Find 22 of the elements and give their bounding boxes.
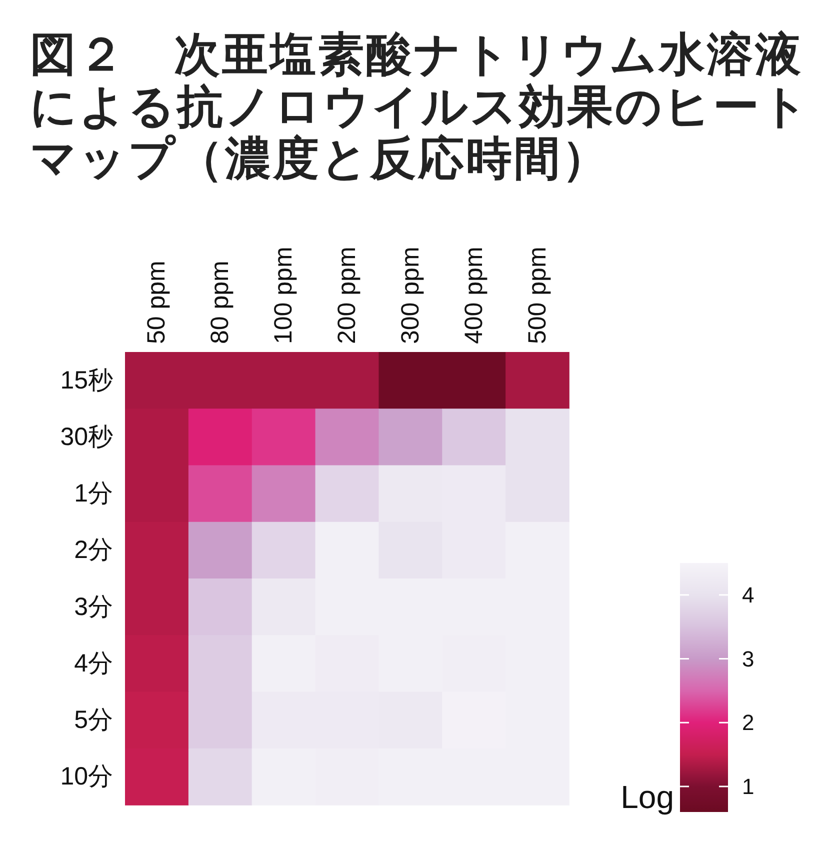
chart-title: 図２ 次亜塩素酸ナトリウム水溶液による抗ノロウイルス効果のヒートマップ（濃度と反応時間） [30,28,811,184]
color-bar-label: 3 [742,646,754,672]
color-bar-label: 2 [742,710,754,736]
y-tick-label: 30秒 [60,422,113,451]
x-tick-label: 50 ppm [142,260,171,344]
y-tick-label: 2分 [74,536,113,564]
color-bar-label: 4 [742,582,754,608]
color-bar-title: Log [620,779,674,815]
x-tick-label: 400 ppm [460,246,488,344]
x-tick-label: 100 ppm [270,246,298,344]
y-tick-label: 4分 [74,649,113,678]
x-tick-label: 200 ppm [333,246,361,344]
y-tick-label: 1分 [74,480,113,508]
color-bar-label: 1 [742,774,754,799]
x-tick-label: 300 ppm [396,246,424,344]
y-tick-label: 5分 [74,706,113,734]
y-tick-label: 15秒 [60,366,113,394]
y-tick-label: 3分 [74,592,113,621]
y-tick-label: 10分 [60,762,113,791]
x-tick-label: 500 ppm [523,246,552,344]
colorbar: 1 2 3 4 Log [620,563,754,815]
x-tick-label: 80 ppm [206,260,234,344]
